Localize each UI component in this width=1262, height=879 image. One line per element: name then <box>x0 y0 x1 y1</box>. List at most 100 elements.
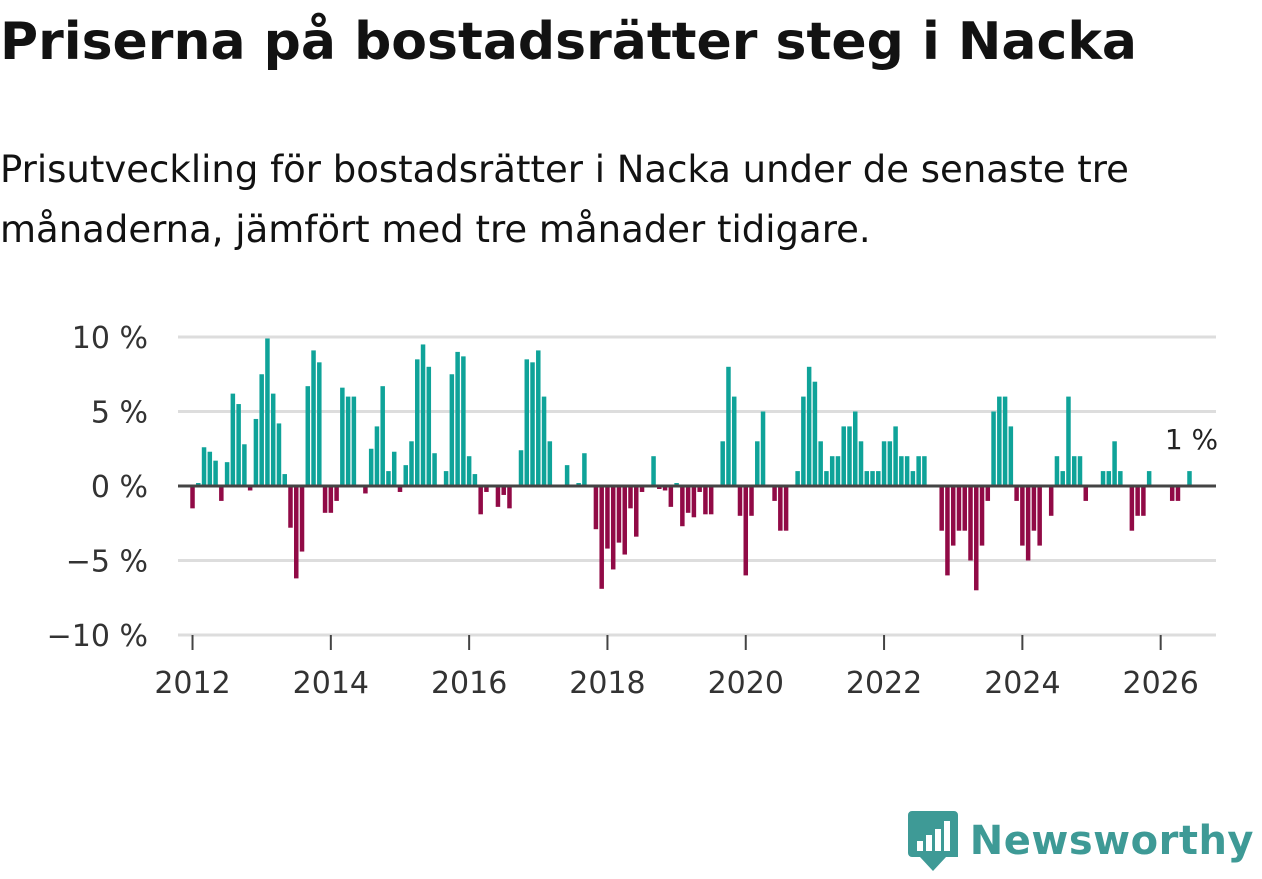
bar-positive <box>224 462 230 486</box>
bar-positive <box>265 338 270 486</box>
x-tick-label: 2018 <box>569 666 645 701</box>
bar-positive <box>835 456 841 486</box>
bar-negative <box>328 486 334 513</box>
bar-negative <box>299 486 305 552</box>
bar-negative <box>478 486 483 515</box>
bar-positive <box>536 350 541 486</box>
bar-negative <box>668 486 674 507</box>
bar-positive <box>340 387 345 486</box>
bar-positive <box>1060 471 1065 486</box>
bar-positive <box>518 450 524 486</box>
x-tick-label: 2014 <box>293 666 369 701</box>
bar-positive <box>461 356 466 486</box>
bar-positive <box>230 393 236 486</box>
bar-positive <box>1106 471 1112 486</box>
bar-positive <box>1002 396 1008 486</box>
bar-positive <box>564 465 570 486</box>
x-tick-label: 2022 <box>846 666 922 701</box>
bar-positive <box>731 396 737 486</box>
bar-positive <box>1146 471 1152 486</box>
bar-positive <box>432 453 437 486</box>
bar-negative <box>593 486 599 530</box>
bar-positive <box>253 418 259 486</box>
bar-positive <box>409 441 414 486</box>
bar-positive <box>760 411 766 486</box>
bar-negative <box>501 486 506 495</box>
bar-negative <box>639 486 645 492</box>
bar-negative <box>950 486 956 546</box>
bar-negative <box>634 486 639 537</box>
bar-positive <box>391 451 397 486</box>
bar-positive <box>1187 471 1192 486</box>
bar-positive <box>201 447 207 486</box>
bar-negative <box>703 486 708 515</box>
chart-subtitle: Prisutveckling för bostadsrätter i Nacka… <box>0 148 1129 251</box>
bar-positive <box>801 396 806 486</box>
bar-negative <box>1083 486 1089 501</box>
bar-negative <box>1014 486 1019 501</box>
bar-positive <box>1118 471 1123 486</box>
bar-positive <box>881 441 887 486</box>
bar-positive <box>472 474 478 486</box>
bar-negative <box>616 486 622 543</box>
bar-negative <box>708 486 714 515</box>
bar-positive <box>1100 471 1106 486</box>
y-tick-label: 5 % <box>91 396 148 431</box>
bar-positive <box>806 366 812 486</box>
bar-positive <box>893 426 898 486</box>
bar-positive <box>368 448 374 486</box>
x-axis: 2012 2014 2016 2018 2020 2022 2024 2026 <box>154 634 1216 701</box>
bar-positive <box>1008 426 1014 486</box>
bar-positive <box>582 453 587 486</box>
bar-negative <box>1135 486 1140 516</box>
y-tick-label: 0 % <box>91 470 148 505</box>
annotations: 1 % <box>1165 423 1218 456</box>
bar-negative <box>1048 486 1054 516</box>
bar-positive <box>887 441 893 486</box>
brand-name: Newsworthy <box>969 818 1254 864</box>
bar-negative <box>1037 486 1042 546</box>
bar-positive <box>530 362 535 486</box>
x-tick-label: 2016 <box>431 666 507 701</box>
bar-negative <box>743 486 749 576</box>
bar-negative <box>685 486 691 513</box>
bar-positive <box>541 396 547 486</box>
bar-positive <box>847 426 852 486</box>
bar-positive <box>824 471 829 486</box>
bar-negative <box>190 486 195 509</box>
bar-positive <box>403 465 408 486</box>
bar-negative <box>985 486 991 501</box>
bar-negative <box>599 486 604 589</box>
bar-positive <box>426 366 432 486</box>
newsworthy-logo: Newsworthy <box>907 811 1254 871</box>
x-tick-label: 2012 <box>154 666 230 701</box>
y-axis-labels: 10 % 5 % 0 % −5 % −10 % <box>47 321 148 654</box>
bar-positive <box>351 396 357 486</box>
bar-negative <box>783 486 789 531</box>
bar-positive <box>991 411 996 486</box>
bar-negative <box>628 486 633 509</box>
bar-positive <box>864 471 870 486</box>
bar-positive <box>997 396 1002 486</box>
bar-negative <box>691 486 697 518</box>
bar-negative <box>749 486 754 516</box>
bar-positive <box>876 471 881 486</box>
bar-negative <box>737 486 743 516</box>
bar-negative <box>778 486 783 531</box>
bar-positive <box>795 471 800 486</box>
bar-positive <box>466 456 472 486</box>
bar-positive <box>345 396 351 486</box>
bar-negative <box>507 486 512 509</box>
bar-negative <box>294 486 299 579</box>
bar-negative <box>1129 486 1135 531</box>
bar-positive <box>870 471 875 486</box>
bar-positive <box>236 404 241 486</box>
bar-chart-badge-icon <box>907 811 958 871</box>
bar-negative <box>397 486 403 492</box>
bar-negative <box>956 486 962 531</box>
bar-positive <box>547 441 553 486</box>
bar-negative <box>1025 486 1031 561</box>
bar-negative <box>363 486 368 494</box>
bar-positive <box>899 456 904 486</box>
bar-positive <box>818 441 823 486</box>
